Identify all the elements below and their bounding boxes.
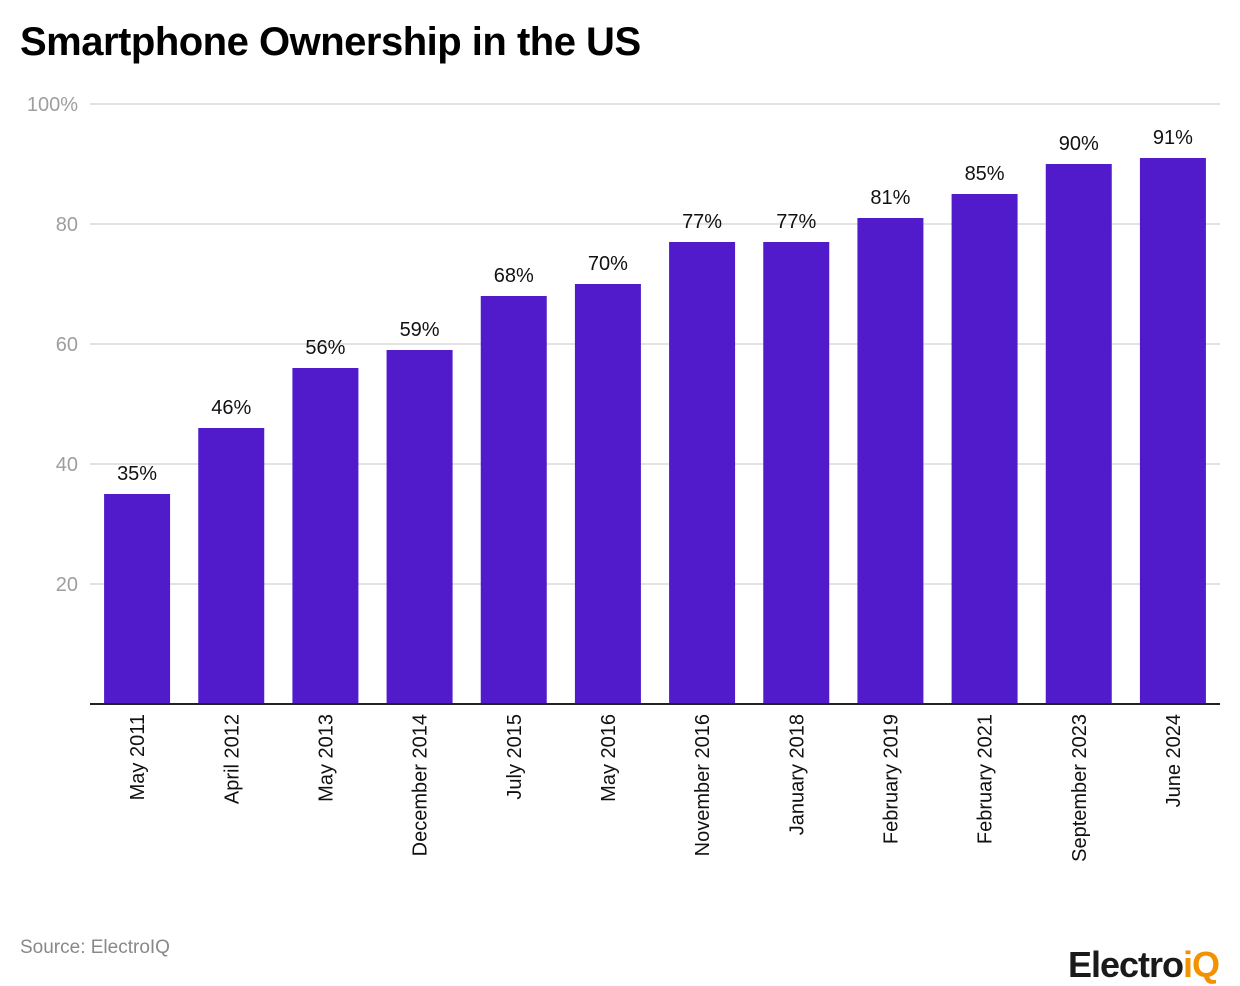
x-tick-label: May 2013 — [315, 714, 337, 802]
electroiq-logo: ElectroiQ — [1068, 944, 1220, 986]
x-tick-label: July 2015 — [504, 714, 526, 800]
y-tick-label: 60 — [56, 334, 78, 356]
x-tick-label: January 2018 — [786, 714, 808, 835]
x-tick-label: June 2024 — [1163, 714, 1185, 807]
y-tick-label: 20 — [56, 574, 78, 596]
y-tick-label: 80 — [56, 214, 78, 236]
data-label: 77% — [776, 211, 816, 233]
bar — [669, 242, 736, 704]
bar — [480, 296, 547, 704]
x-tick-label: November 2016 — [692, 714, 714, 856]
bar — [104, 494, 171, 704]
x-tick-label: May 2011 — [127, 714, 149, 800]
data-label: 68% — [494, 265, 534, 287]
data-label: 70% — [588, 253, 628, 275]
bar — [1139, 158, 1206, 704]
source-note: Source: ElectroIQ — [20, 937, 170, 958]
x-tick-label: February 2019 — [880, 714, 902, 844]
data-label: 56% — [305, 337, 345, 359]
data-label: 59% — [400, 319, 440, 341]
bar — [574, 284, 641, 704]
bar — [857, 218, 924, 704]
x-tick-label: February 2021 — [975, 714, 997, 844]
logo-accent-text: iQ — [1183, 944, 1220, 985]
data-label: 91% — [1153, 127, 1193, 149]
y-tick-label: 40 — [56, 454, 78, 476]
chart-title: Smartphone Ownership in the US — [20, 20, 641, 64]
data-label: 85% — [965, 163, 1005, 185]
x-tick-label: December 2014 — [410, 714, 432, 856]
bar — [386, 350, 453, 704]
data-label: 46% — [211, 397, 251, 419]
bar — [763, 242, 830, 704]
data-label: 35% — [117, 463, 157, 485]
data-label: 77% — [682, 211, 722, 233]
y-tick-label: 100% — [27, 94, 78, 116]
bar — [951, 194, 1018, 704]
x-tick-label: May 2016 — [598, 714, 620, 802]
x-tick-label: April 2012 — [221, 714, 243, 804]
bar — [1045, 164, 1112, 704]
data-label: 90% — [1059, 133, 1099, 155]
data-label: 81% — [870, 187, 910, 209]
logo-text: Electro — [1068, 944, 1184, 985]
x-tick-label: September 2023 — [1069, 714, 1091, 862]
bar — [198, 428, 265, 704]
bar — [292, 368, 359, 704]
